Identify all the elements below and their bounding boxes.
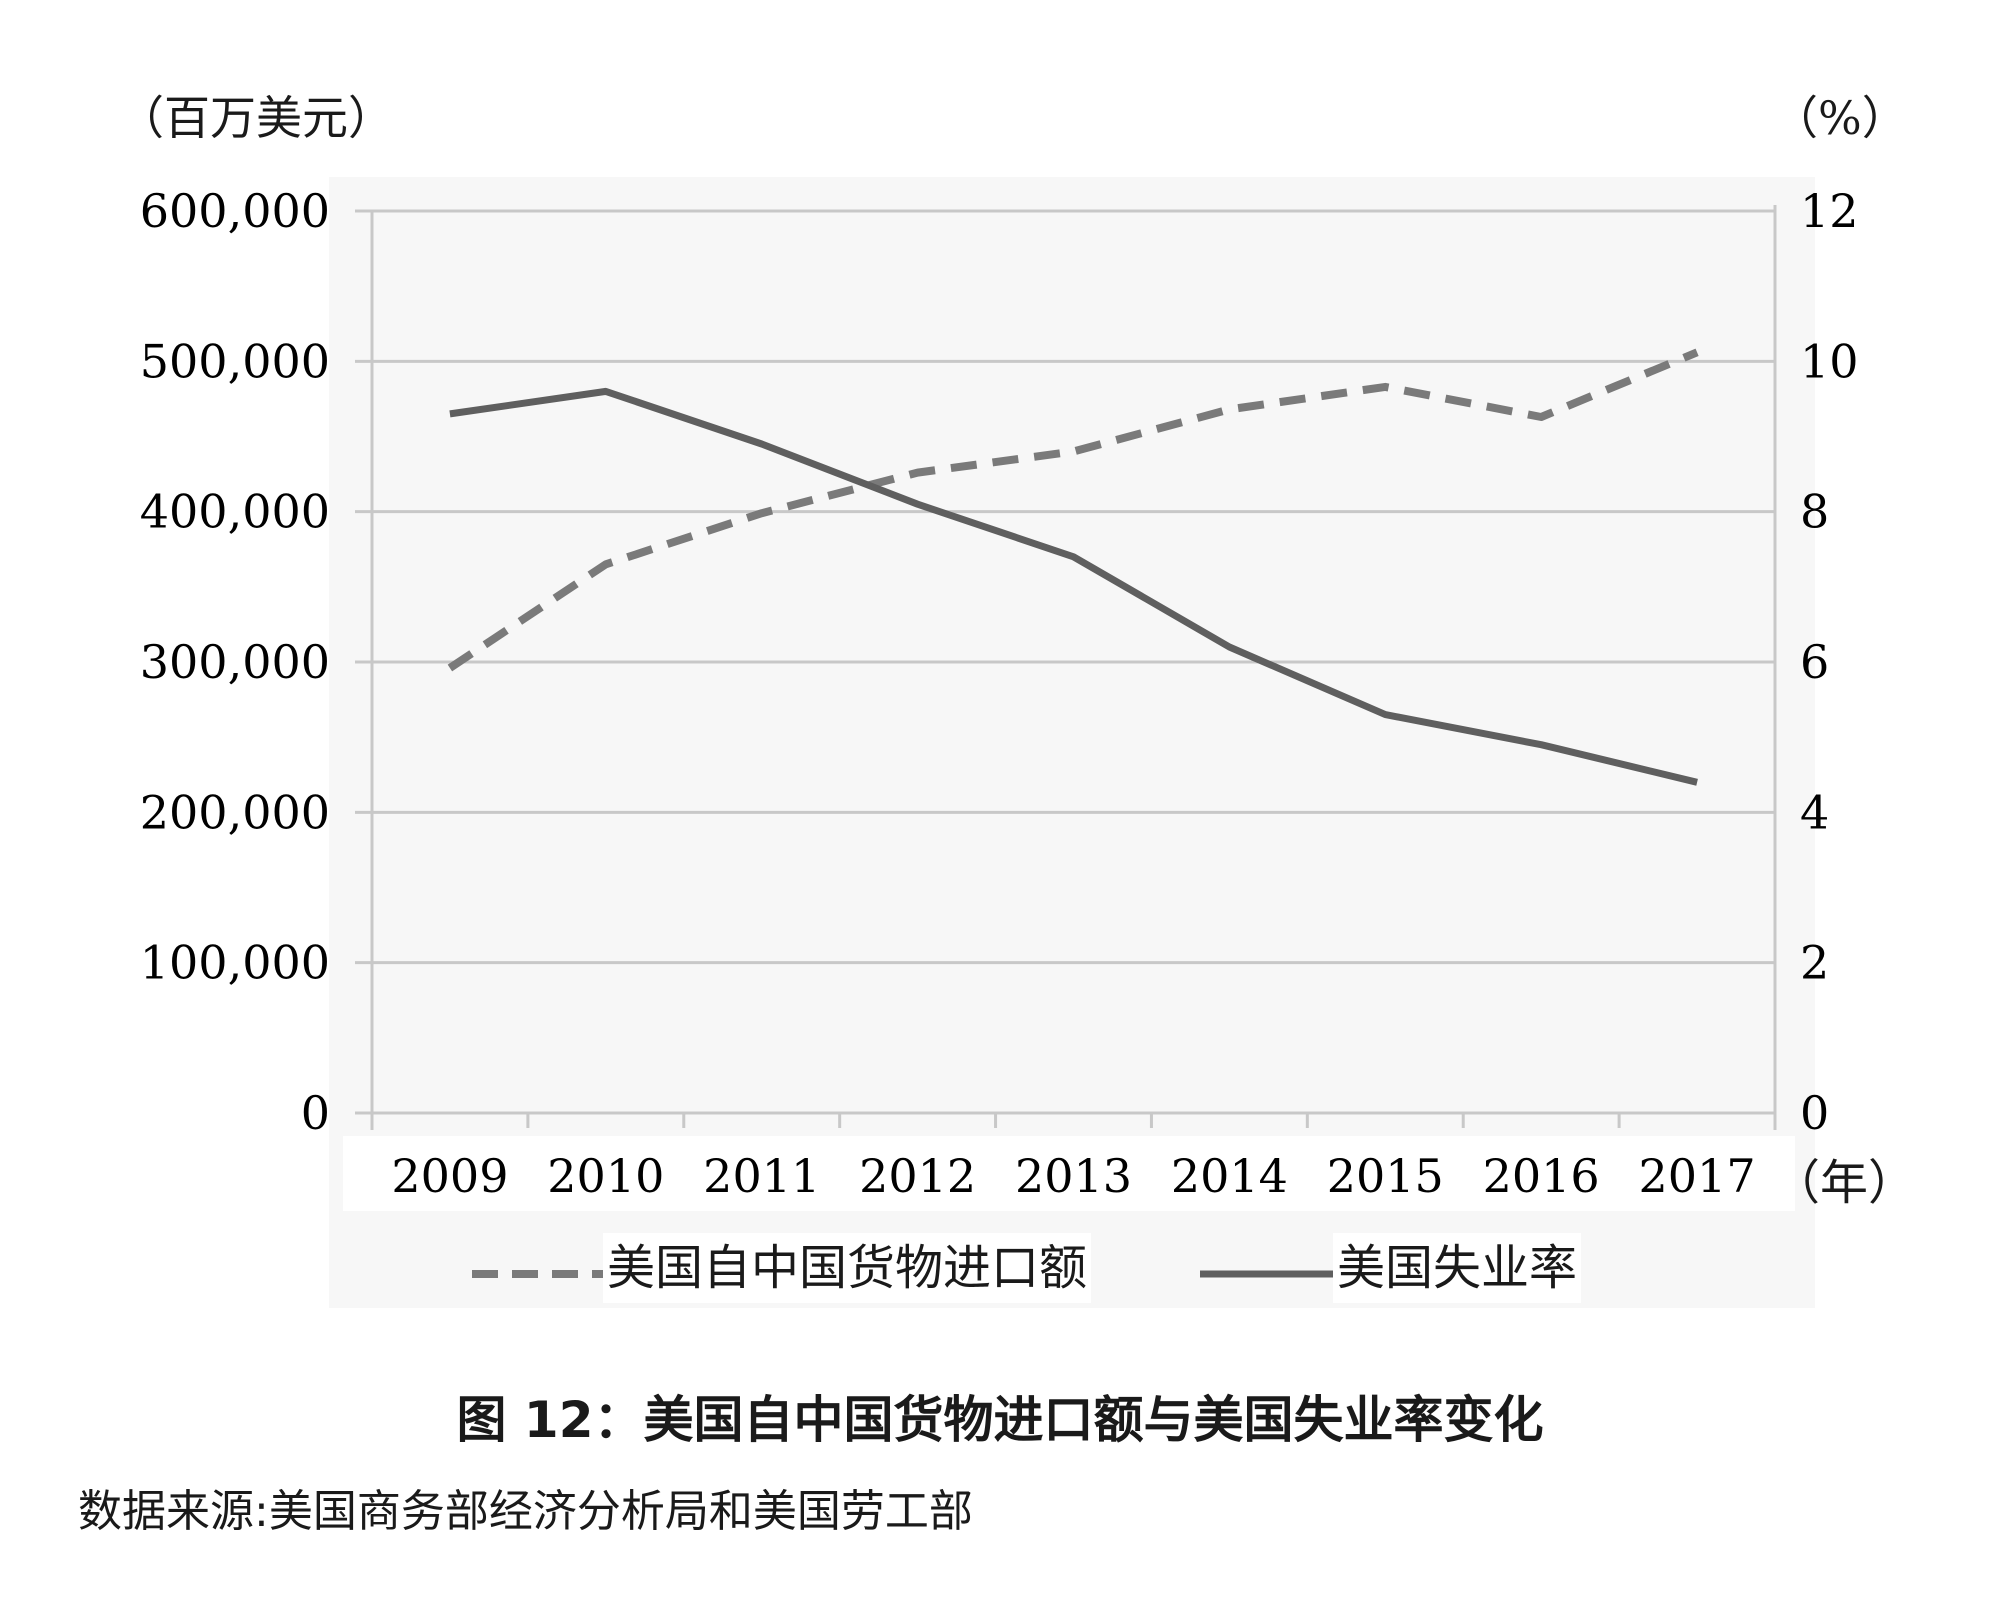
legend-label-imports: 美国自中国货物进口额 bbox=[607, 1240, 1088, 1296]
x-tick-label: 2015 bbox=[1327, 1149, 1444, 1203]
left-tick-label: 300,000 bbox=[140, 635, 330, 689]
unemployment-line bbox=[449, 387, 1698, 786]
legend-label-unemployment: 美国失业率 bbox=[1337, 1240, 1578, 1296]
right-tick-label: 0 bbox=[1800, 1086, 1829, 1140]
x-tick-label: 2012 bbox=[859, 1149, 976, 1203]
left-tick-label: 100,000 bbox=[140, 936, 330, 990]
right-tick-label: 12 bbox=[1800, 184, 1859, 238]
x-axis-unit: （年） bbox=[1772, 1155, 1917, 1211]
left-tick-label: 600,000 bbox=[140, 184, 330, 238]
x-tick-label: 2009 bbox=[391, 1149, 508, 1203]
x-tick-label: 2017 bbox=[1639, 1149, 1756, 1203]
right-axis-unit: （%） bbox=[1772, 91, 1908, 145]
right-tick-label: 6 bbox=[1800, 635, 1829, 689]
legend-item-imports: 美国自中国货物进口额 bbox=[603, 1233, 1092, 1303]
x-tick-label: 2016 bbox=[1483, 1149, 1600, 1203]
imports-line bbox=[447, 348, 1699, 672]
left-axis-unit: （百万美元） bbox=[118, 91, 394, 145]
legend-item-unemployment: 美国失业率 bbox=[1333, 1233, 1582, 1303]
x-label-band bbox=[343, 1136, 1795, 1211]
x-tick-label: 2011 bbox=[703, 1149, 820, 1203]
data-source: 数据来源:美国商务部经济分析局和美国劳工部 bbox=[78, 1486, 973, 1537]
x-tick-label: 2014 bbox=[1171, 1149, 1288, 1203]
left-tick-label: 0 bbox=[301, 1086, 330, 1140]
left-tick-label: 400,000 bbox=[140, 485, 330, 539]
figure-title: 图 12：美国自中国货物进口额与美国失业率变化 bbox=[456, 1391, 1544, 1449]
right-tick-label: 10 bbox=[1800, 334, 1859, 388]
right-tick-label: 8 bbox=[1800, 485, 1829, 539]
x-tick-label: 2010 bbox=[547, 1149, 664, 1203]
left-tick-label: 500,000 bbox=[140, 334, 330, 388]
x-tick-label: 2013 bbox=[1015, 1149, 1132, 1203]
right-tick-label: 4 bbox=[1800, 785, 1829, 839]
chart-panel bbox=[329, 177, 1815, 1308]
left-tick-label: 200,000 bbox=[140, 785, 330, 839]
right-tick-label: 2 bbox=[1800, 936, 1829, 990]
